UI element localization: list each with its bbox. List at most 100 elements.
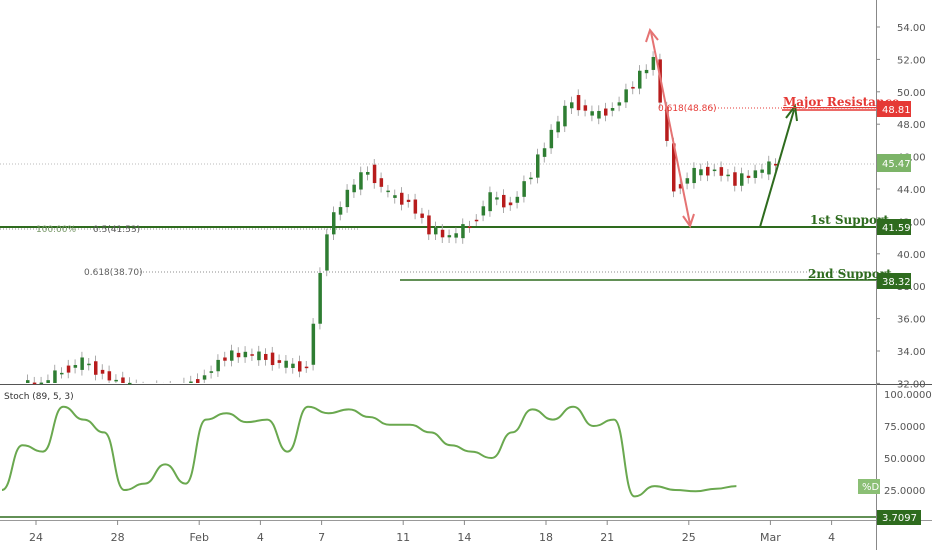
- candle-body: [624, 89, 628, 103]
- time-tick-label: 4: [257, 531, 264, 544]
- stoch-pane[interactable]: [0, 386, 876, 520]
- time-tick-label: 28: [111, 531, 125, 544]
- candle-body: [638, 70, 642, 89]
- candle-body: [87, 363, 91, 366]
- candle-body: [53, 370, 57, 383]
- candle-body: [298, 361, 302, 372]
- price-tick-label: 34.00: [897, 347, 926, 358]
- candle-body: [644, 69, 649, 74]
- candle-body: [366, 171, 370, 175]
- up-arrow: [759, 103, 798, 228]
- fib-0618-label: 0.618(38.70): [84, 268, 143, 278]
- support1-price-badge: 41.59: [877, 219, 911, 235]
- candle-body: [202, 375, 207, 380]
- price-tick-label: 44.00: [897, 185, 926, 196]
- candle-body: [264, 353, 268, 360]
- candle-body: [495, 197, 499, 200]
- candle-body: [284, 360, 288, 368]
- time-tick-label: 25: [682, 531, 696, 544]
- candle-body: [304, 366, 309, 369]
- time-tick-label: 24: [29, 531, 43, 544]
- major-resistance-label[interactable]: Major Resistance: [783, 95, 900, 109]
- candle-body: [209, 371, 214, 373]
- candle-body: [338, 207, 343, 215]
- svg-text:45.47: 45.47: [882, 159, 911, 170]
- candle-body: [121, 377, 125, 383]
- candle-body: [345, 189, 350, 208]
- candle-body: [447, 235, 452, 238]
- candle-body: [400, 192, 404, 205]
- fib-05-label: 0.5(41.53): [93, 225, 140, 235]
- time-tick-label: 11: [396, 531, 410, 544]
- candle-body: [604, 108, 608, 116]
- candle-body: [461, 224, 465, 239]
- candle-body: [379, 178, 384, 187]
- candle-body: [114, 379, 118, 382]
- candle-body: [774, 163, 778, 166]
- svg-text:%D: %D: [862, 482, 880, 493]
- candle-body: [685, 178, 690, 184]
- candle-body: [420, 213, 424, 218]
- candle-body: [406, 199, 411, 202]
- price-tick-label: 40.00: [897, 250, 926, 261]
- first-support-label[interactable]: 1st Support: [810, 213, 889, 227]
- candle-body: [291, 363, 295, 369]
- current-price-badge: 45.47: [877, 154, 911, 172]
- candle-body: [325, 234, 329, 271]
- time-axis[interactable]: 24 28 Feb 4 7 11 14 18 21 25 Mar 4: [29, 520, 835, 544]
- candle-body: [318, 272, 322, 324]
- candle-body: [230, 350, 234, 361]
- candle-body: [257, 351, 261, 361]
- candle-body: [100, 369, 105, 374]
- price-axis[interactable]: 54.00 52.00 50.00 48.00 46.00 44.00 42.00 40.00…: [876, 23, 926, 390]
- candle-body: [352, 184, 356, 193]
- candle-body: [128, 382, 132, 385]
- svg-text:3.7097: 3.7097: [882, 513, 917, 524]
- candle-body: [440, 229, 445, 238]
- candle-body: [651, 56, 656, 70]
- candle-body: [515, 196, 520, 203]
- price-tick-label: 52.00: [897, 55, 926, 66]
- candle-body: [39, 382, 44, 385]
- candle-body: [576, 95, 581, 111]
- candle-body: [692, 167, 696, 184]
- stoch-tick-label: 25.0000: [884, 486, 925, 497]
- candle-body: [393, 195, 397, 198]
- price-tick-label: 48.00: [897, 120, 926, 131]
- price-pane[interactable]: [0, 0, 876, 383]
- candle-body: [610, 108, 615, 111]
- candle-body: [665, 107, 669, 141]
- candle-body: [236, 352, 241, 358]
- resistance-price-badge: 48.81: [877, 101, 911, 117]
- candle-body: [94, 361, 98, 375]
- stoch-axis[interactable]: 100.0000 75.0000 50.0000 25.0000: [884, 390, 932, 497]
- candle-body: [502, 194, 506, 208]
- candle-body: [413, 199, 418, 214]
- stoch-tick-label: 100.0000: [884, 390, 932, 401]
- price-tick-label: 36.00: [897, 315, 926, 326]
- support2-price-badge: 38.32: [877, 273, 911, 289]
- time-tick-label: 21: [600, 531, 614, 544]
- candle-body: [196, 379, 200, 383]
- candle-body: [372, 164, 377, 184]
- candle-body: [740, 173, 744, 186]
- price-tick-label: 54.00: [897, 23, 926, 34]
- time-tick-label: 18: [539, 531, 553, 544]
- candle-body: [427, 215, 431, 235]
- stoch-d-line[interactable]: [1, 405, 737, 498]
- stoch-d-badge: %D: [858, 479, 880, 494]
- second-support-label[interactable]: 2nd Support: [808, 267, 892, 281]
- candle-body: [270, 352, 275, 366]
- candle-body: [746, 175, 751, 178]
- candle-body: [590, 111, 594, 116]
- stoch-floor-badge: 3.7097: [877, 510, 921, 525]
- candle-body: [243, 351, 248, 358]
- candle-body: [699, 169, 703, 176]
- candle-body: [107, 371, 112, 381]
- candle-body: [468, 226, 472, 229]
- candle-body: [250, 354, 254, 356]
- candle-body: [32, 382, 37, 385]
- candle-body: [719, 167, 724, 176]
- time-tick-label: 14: [457, 531, 471, 544]
